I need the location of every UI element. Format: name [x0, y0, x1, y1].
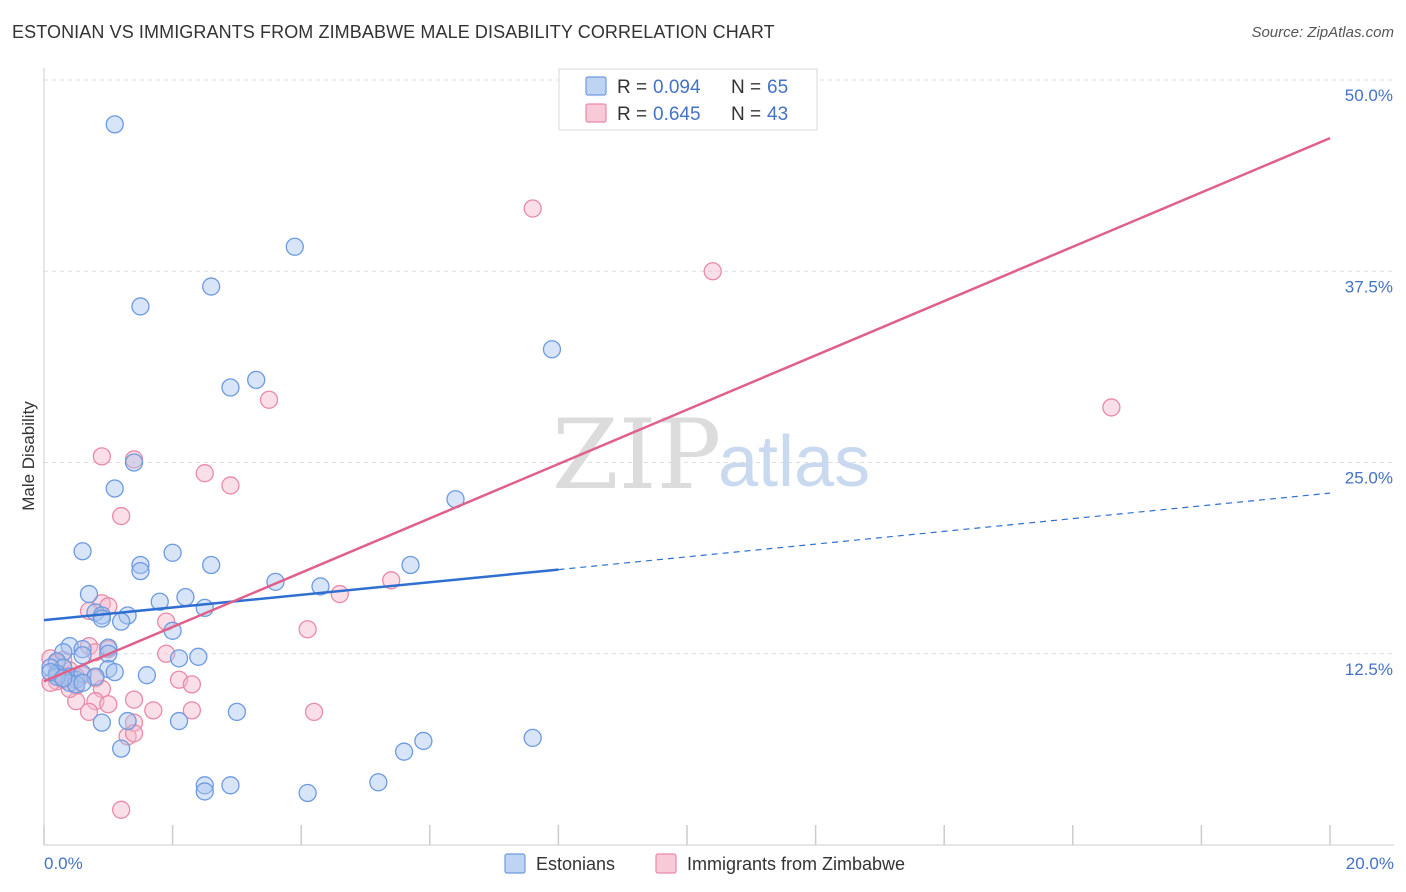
- estonian-point-62: [221, 776, 240, 795]
- estonian-point-0: [105, 115, 124, 134]
- zimbabwe-point-15: [298, 620, 317, 639]
- zimbabwe-point-41: [144, 701, 163, 720]
- y-axis-label: Male Disability: [19, 401, 38, 511]
- legend-n-label-1: N =: [731, 77, 761, 98]
- estonian-point-12: [163, 543, 182, 562]
- grid-lines: [44, 79, 1394, 655]
- estonian-point-29: [73, 640, 92, 659]
- y-tick-label-2: 37.5%: [1345, 277, 1393, 296]
- zimbabwe-point-6: [195, 464, 214, 483]
- legend-r-value-1: 0.094: [653, 77, 701, 98]
- estonian-point-9: [124, 453, 144, 472]
- series-legend: Estonians Immigrants from Zimbabwe: [504, 853, 905, 874]
- estonian-point-56: [227, 702, 247, 722]
- legend-swatch-zimbabwe: [585, 103, 607, 123]
- legend-n-value-2: 43: [767, 104, 788, 125]
- zimbabwe-point-4: [92, 447, 112, 466]
- estonian-points: [41, 115, 562, 803]
- bottom-legend-label-zimbabwe: Immigrants from Zimbabwe: [687, 854, 905, 874]
- estonian-point-1: [285, 237, 304, 256]
- chart-title: ESTONIAN VS IMMIGRANTS FROM ZIMBABWE MAL…: [12, 22, 775, 42]
- estonian-point-6: [221, 378, 240, 397]
- zimbabwe-point-7: [221, 476, 240, 495]
- estonian-point-10: [73, 542, 92, 561]
- estonian-point-18: [79, 584, 99, 604]
- y-tick-label-1: 25.0%: [1345, 469, 1393, 488]
- estonian-point-57: [112, 739, 131, 758]
- estonian-point-39: [169, 649, 189, 668]
- zimbabwe-point-46: [112, 800, 131, 819]
- estonian-point-53: [92, 713, 112, 732]
- y-tick-labels: 12.5% 25.0% 37.5% 50.0%: [1345, 86, 1393, 679]
- watermark-atlas: atlas: [718, 422, 870, 502]
- chart-source: Source: ZipAtlas.com: [1251, 24, 1394, 41]
- bottom-legend-swatch-estonians: [504, 853, 526, 874]
- estonian-point-11: [131, 555, 150, 575]
- estonian-point-63: [195, 782, 214, 801]
- bottom-legend-swatch-zimbabwe: [655, 853, 677, 874]
- estonian-point-64: [298, 783, 317, 803]
- estonian-point-14: [401, 555, 420, 575]
- zimbabwe-point-33: [182, 675, 202, 694]
- legend-r-label-2: R =: [617, 104, 647, 125]
- legend-n-value-1: 65: [767, 77, 788, 98]
- watermark: ZIP atlas: [552, 399, 870, 511]
- estonian-point-52: [73, 673, 92, 692]
- estonian-point-61: [195, 776, 214, 795]
- trend-lines: [43, 136, 1331, 683]
- legend-r-value-2: 0.645: [653, 104, 701, 125]
- estonian-trend-solid: [43, 568, 559, 622]
- estonian-point-19: [150, 592, 169, 611]
- estonian-point-17: [311, 577, 330, 596]
- zimbabwe-trend-line: [43, 136, 1331, 683]
- zimbabwe-point-39: [124, 713, 144, 732]
- y-tick-label-3: 50.0%: [1345, 86, 1393, 105]
- zimbabwe-point-0: [523, 199, 542, 218]
- zimbabwe-point-37: [79, 702, 99, 722]
- estonian-point-3: [131, 297, 150, 316]
- bottom-legend-label-estonians: Estonians: [536, 854, 615, 874]
- zimbabwe-point-35: [99, 695, 118, 714]
- estonian-point-30: [54, 643, 73, 662]
- estonian-point-65: [369, 773, 388, 792]
- estonian-point-26: [112, 612, 131, 631]
- estonian-trend-dashed: [558, 492, 1331, 571]
- estonian-point-38: [137, 666, 157, 685]
- x-tick-label-min: 0.0%: [44, 854, 83, 873]
- estonian-point-37: [105, 662, 124, 682]
- stats-legend: R = 0.094 N = 65 R = 0.645 N = 43: [558, 68, 818, 131]
- estonian-point-20: [176, 587, 195, 607]
- legend-n-label-2: N =: [731, 104, 761, 125]
- estonian-point-15: [131, 561, 150, 581]
- legend-swatch-estonians: [585, 76, 607, 96]
- estonian-point-8: [105, 479, 124, 498]
- estonian-point-5: [247, 370, 266, 390]
- legend-r-label-1: R =: [617, 77, 647, 98]
- axes: [43, 68, 1394, 846]
- y-tick-label-0: 12.5%: [1345, 660, 1393, 679]
- estonian-point-60: [523, 728, 542, 748]
- zimbabwe-point-1: [703, 262, 722, 281]
- zimbabwe-point-2: [1102, 398, 1121, 417]
- zimbabwe-point-3: [259, 390, 279, 409]
- zimbabwe-point-10: [330, 584, 349, 604]
- zimbabwe-point-42: [182, 701, 202, 720]
- zimbabwe-point-8: [112, 506, 131, 526]
- zimbabwe-point-44: [304, 702, 324, 722]
- estonian-point-59: [414, 731, 433, 751]
- x-tick-label-max: 20.0%: [1346, 854, 1394, 873]
- estonian-point-55: [169, 711, 189, 731]
- estonian-point-54: [118, 711, 137, 731]
- estonian-point-13: [202, 555, 221, 575]
- estonian-point-40: [189, 647, 208, 666]
- estonian-point-2: [202, 277, 221, 296]
- estonian-point-4: [542, 340, 562, 359]
- estonian-point-58: [394, 742, 414, 761]
- zimbabwe-point-40: [124, 690, 144, 709]
